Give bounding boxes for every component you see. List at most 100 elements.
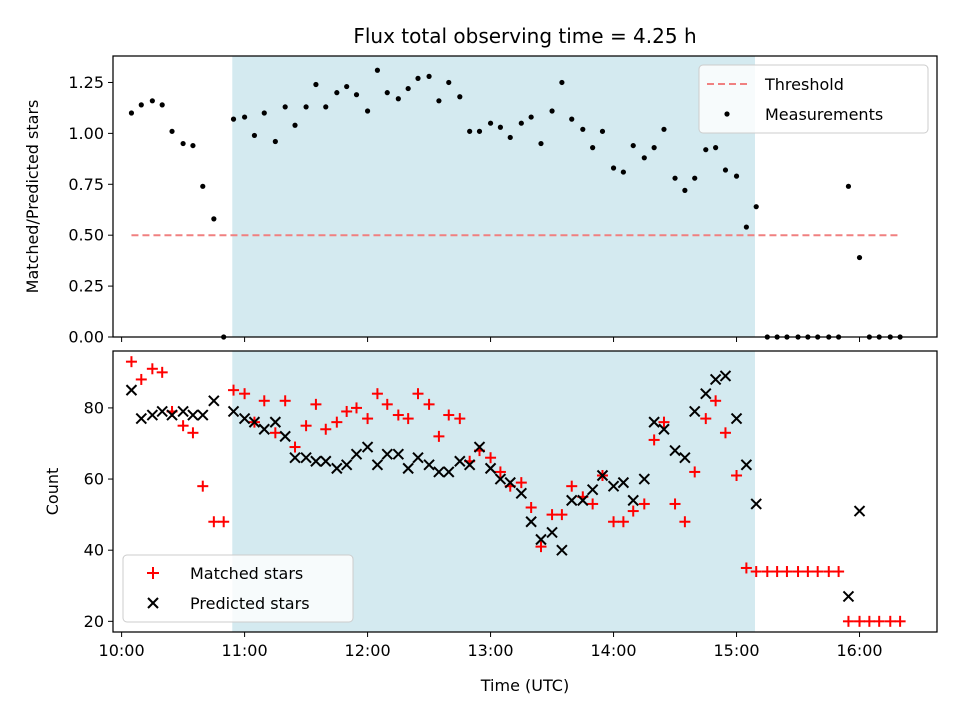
- measurement-point: [364, 108, 371, 114]
- measurement-point: [672, 175, 678, 181]
- matched-star-point: [627, 505, 639, 517]
- matched-star-point: [279, 395, 291, 407]
- matched-star-point: [854, 615, 866, 627]
- measurement-point: [620, 169, 626, 175]
- measurement-point: [436, 98, 442, 104]
- predicted-star-point: [392, 448, 405, 460]
- legend-measurements-label: Measurements: [765, 105, 883, 124]
- matched-star-point: [802, 566, 814, 578]
- predicted-star-point: [423, 459, 435, 471]
- measurement-point: [395, 96, 401, 102]
- matched-star-point: [177, 420, 189, 432]
- legend-matched-swatch: [147, 567, 159, 579]
- predicted-star-point: [258, 423, 270, 435]
- measurement-point: [549, 108, 555, 114]
- matched-star-point: [454, 413, 466, 425]
- predicted-star-point: [627, 494, 639, 507]
- matched-star-point: [546, 509, 558, 521]
- matched-star-point: [320, 423, 332, 435]
- predicted-star-point: [227, 405, 240, 418]
- matched-star-point: [894, 615, 906, 627]
- matched-star-point: [873, 615, 885, 627]
- legend-matched-label: Matched stars: [190, 564, 303, 583]
- top-legend-box: [698, 64, 929, 134]
- matched-star-point: [700, 413, 712, 425]
- matched-star-point: [423, 398, 435, 410]
- measurement-point: [703, 147, 709, 153]
- matched-star-point: [638, 498, 650, 510]
- predicted-star-point: [125, 384, 138, 396]
- chart-title: Flux total observing time = 4.25 h: [353, 24, 696, 48]
- predicted-star-point: [577, 494, 589, 507]
- matched-star-point: [239, 388, 251, 400]
- matched-star-point: [771, 566, 783, 578]
- measurement-point: [149, 98, 155, 104]
- measurement-point: [426, 73, 432, 79]
- predicted-star-point: [269, 416, 282, 428]
- matched-star-point: [587, 498, 599, 510]
- predicted-star-point: [371, 459, 384, 471]
- predicted-star-point: [433, 466, 445, 478]
- measurement-point: [538, 140, 544, 147]
- measurement-point: [507, 134, 513, 141]
- measurement-point: [405, 85, 411, 92]
- measurement-point: [559, 79, 565, 86]
- predicted-star-point: [443, 466, 455, 478]
- measurement-point: [569, 116, 575, 122]
- matched-star-point: [679, 516, 691, 528]
- predicted-star-point: [853, 505, 866, 517]
- x-tick-label: 11:00: [222, 641, 268, 660]
- top-observing-interval-shade: [232, 56, 755, 337]
- measurement-point: [169, 128, 175, 134]
- matched-star-point: [689, 466, 701, 478]
- matched-star-point: [289, 441, 301, 453]
- predicted-star-point: [586, 484, 599, 496]
- matched-star-point: [494, 466, 506, 478]
- matched-star-point: [833, 566, 845, 578]
- matched-star-point: [648, 434, 660, 446]
- matched-star-point: [842, 615, 854, 627]
- predicted-star-point: [289, 452, 301, 464]
- predicted-star-point: [454, 455, 466, 467]
- matched-star-point: [228, 384, 240, 396]
- measurement-point: [334, 90, 340, 96]
- legend-measurements-swatch: [724, 111, 730, 117]
- predicted-star-point: [515, 487, 528, 499]
- matched-star-point: [823, 566, 835, 578]
- matched-star-point: [781, 566, 793, 578]
- matched-star-point: [658, 416, 670, 428]
- predicted-star-point: [320, 455, 332, 467]
- y-tick-label: 0.25: [68, 277, 104, 296]
- measurement-point: [344, 83, 350, 90]
- matched-star-point: [135, 373, 147, 385]
- predicted-star-point: [546, 526, 558, 539]
- predicted-star-point: [177, 405, 189, 418]
- matched-star-point: [750, 566, 762, 578]
- predicted-star-point: [166, 409, 178, 421]
- legend-predicted-swatch: [147, 597, 159, 609]
- measurement-point: [261, 110, 267, 116]
- predicted-star-point: [412, 452, 424, 464]
- y-tick-label: 1.00: [68, 124, 104, 143]
- predicted-star-point: [494, 473, 507, 485]
- measurement-point: [200, 183, 206, 189]
- measurement-point: [630, 142, 636, 149]
- top-chart-panel: Flux total observing time = 4.25 h 0.000…: [23, 24, 938, 347]
- y-tick-label: 0.75: [68, 175, 104, 194]
- predicted-star-point: [279, 430, 291, 443]
- matched-star-point: [351, 402, 363, 414]
- bottom-axes-frame: [112, 350, 938, 633]
- measurement-point: [457, 94, 463, 100]
- measurement-point: [743, 224, 749, 230]
- matched-star-point: [566, 480, 578, 492]
- star-count-points: [125, 356, 906, 627]
- matched-star-point: [125, 356, 137, 368]
- predicted-star-point: [300, 452, 312, 464]
- measurement-point: [580, 126, 586, 132]
- y-tick-label: 0.50: [68, 226, 104, 245]
- predicted-star-point: [187, 409, 199, 421]
- measurement-point: [230, 116, 237, 122]
- predicted-star-point: [679, 452, 691, 464]
